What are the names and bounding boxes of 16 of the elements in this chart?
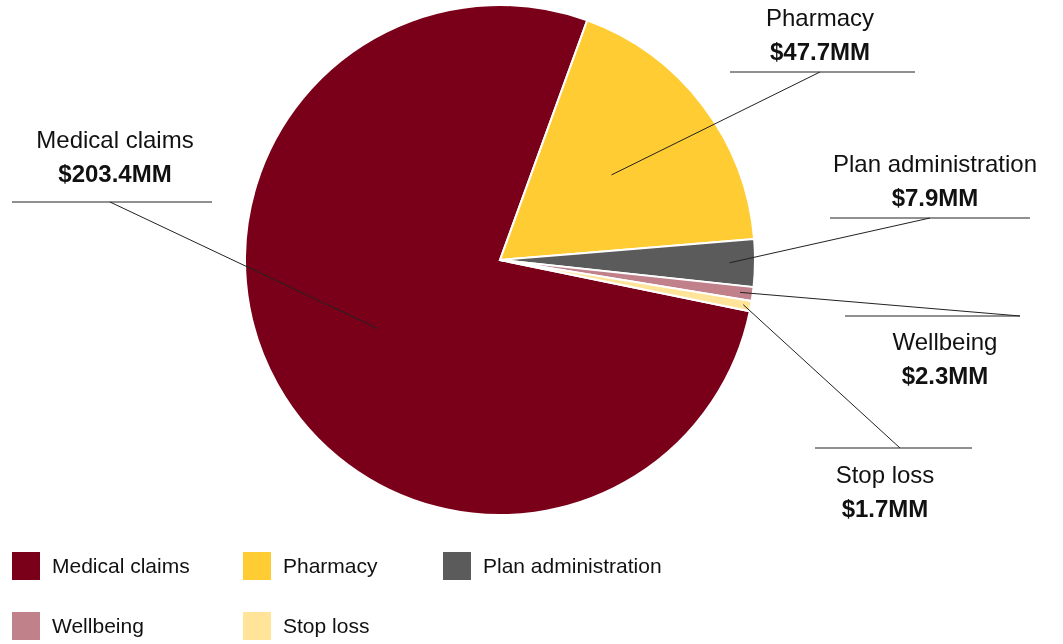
legend-label: Plan administration — [483, 554, 662, 577]
data-label: $1.7MM — [841, 495, 929, 522]
legend-label: Medical claims — [52, 554, 190, 577]
slice-label: Pharmacy — [765, 4, 875, 31]
slice-label: Wellbeing — [892, 328, 998, 355]
data-label: $2.3MM — [901, 362, 989, 389]
pie-slice — [244, 4, 751, 516]
legend-label: Wellbeing — [52, 614, 144, 637]
data-label: $47.7MM — [769, 38, 871, 65]
slice-label: Plan administration — [832, 150, 1038, 177]
slice-label: Medical claims — [36, 126, 194, 153]
data-label: $7.9MM — [891, 184, 979, 211]
legend-label: Stop loss — [283, 614, 370, 637]
legend-label: Pharmacy — [283, 554, 379, 577]
data-label: $203.4MM — [58, 160, 172, 187]
slice-label: Stop loss — [835, 461, 935, 488]
